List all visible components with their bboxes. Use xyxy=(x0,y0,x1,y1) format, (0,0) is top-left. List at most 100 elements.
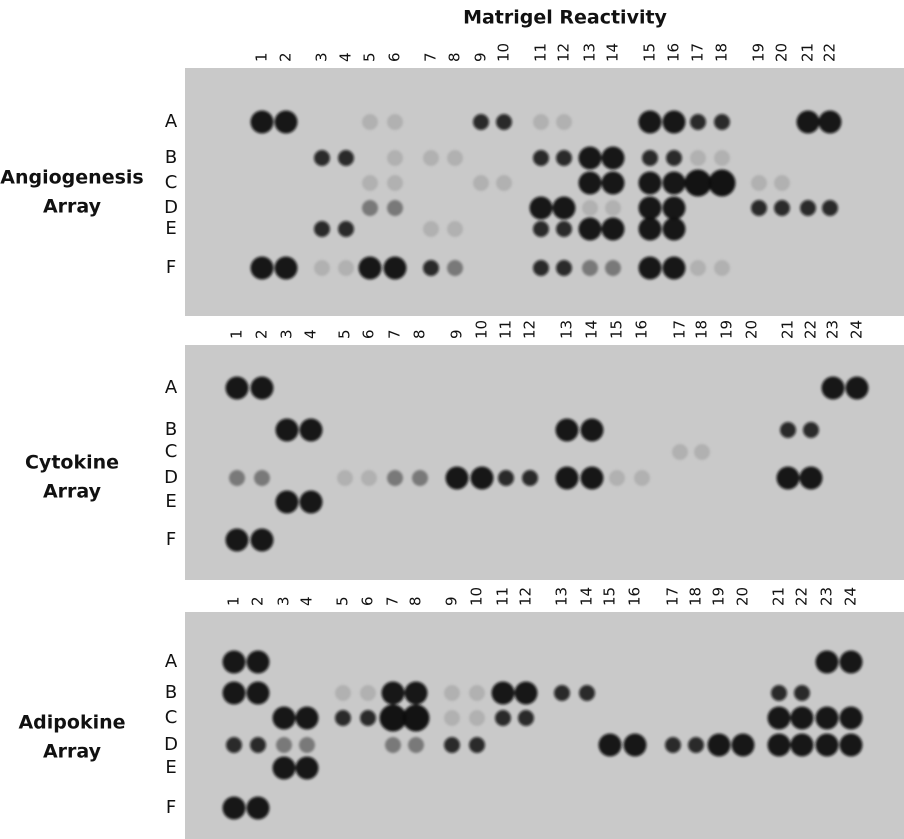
spot xyxy=(275,111,298,134)
column-number: 8 xyxy=(407,596,425,606)
column-number: 16 xyxy=(665,43,683,62)
spot xyxy=(605,200,621,216)
spot xyxy=(688,737,704,753)
spot xyxy=(446,467,469,490)
spot xyxy=(791,707,814,730)
column-number: 3 xyxy=(275,596,293,606)
spot xyxy=(663,257,686,280)
spot xyxy=(337,470,353,486)
column-number: 2 xyxy=(249,596,267,606)
spot xyxy=(387,114,403,130)
spot xyxy=(794,685,810,701)
spot xyxy=(254,470,270,486)
spot xyxy=(447,221,463,237)
column-number: 4 xyxy=(298,596,316,606)
spot xyxy=(800,467,823,490)
spot xyxy=(226,737,242,753)
column-number: 21 xyxy=(799,43,817,62)
column-number: 22 xyxy=(821,43,839,62)
spot xyxy=(602,218,625,241)
spot xyxy=(471,467,494,490)
spot xyxy=(840,734,863,757)
spot xyxy=(690,114,706,130)
spot xyxy=(579,147,602,170)
column-number: 12 xyxy=(517,587,535,606)
spot xyxy=(226,529,249,552)
column-number: 7 xyxy=(422,52,440,62)
panel-label: Cytokine xyxy=(25,452,119,474)
spot xyxy=(223,682,246,705)
column-number: 17 xyxy=(671,320,689,339)
spot xyxy=(582,260,598,276)
column-number: 8 xyxy=(446,52,464,62)
spot xyxy=(599,734,622,757)
spot xyxy=(774,175,790,191)
column-number: 20 xyxy=(743,320,761,339)
row-letter: D xyxy=(164,467,178,488)
column-number: 19 xyxy=(718,320,736,339)
column-number: 6 xyxy=(359,596,377,606)
spot xyxy=(751,200,767,216)
spot xyxy=(533,221,549,237)
column-number: 1 xyxy=(225,596,243,606)
spot xyxy=(360,710,376,726)
spot xyxy=(473,175,489,191)
spot xyxy=(444,710,460,726)
column-number: 17 xyxy=(664,587,682,606)
spot xyxy=(492,682,515,705)
spot xyxy=(423,221,439,237)
spot xyxy=(582,200,598,216)
panel-label: Array xyxy=(43,196,102,218)
row-letter: D xyxy=(164,734,178,755)
spot xyxy=(709,170,736,197)
spot xyxy=(665,737,681,753)
column-number: 2 xyxy=(253,329,271,339)
column-number: 21 xyxy=(779,320,797,339)
column-number: 14 xyxy=(578,587,596,606)
column-number: 4 xyxy=(302,329,320,339)
spot xyxy=(515,682,538,705)
column-number: 10 xyxy=(468,587,486,606)
spot xyxy=(498,470,514,486)
spot xyxy=(533,260,549,276)
spot xyxy=(299,737,315,753)
spot xyxy=(387,470,403,486)
spot xyxy=(780,422,796,438)
row-letter: E xyxy=(165,757,176,778)
row-letter: F xyxy=(166,529,176,550)
column-number: 11 xyxy=(497,320,515,339)
spot xyxy=(362,175,378,191)
column-number: 9 xyxy=(443,596,461,606)
spot xyxy=(361,470,377,486)
spot xyxy=(634,470,650,486)
spot xyxy=(639,257,662,280)
spot xyxy=(335,710,351,726)
spot xyxy=(405,682,428,705)
spot xyxy=(556,150,572,166)
row-letter: C xyxy=(165,441,178,462)
spot xyxy=(530,197,553,220)
column-number: 11 xyxy=(532,43,550,62)
row-letter: B xyxy=(165,147,177,168)
spot xyxy=(714,150,730,166)
spot xyxy=(273,707,296,730)
column-number: 12 xyxy=(521,320,539,339)
spot xyxy=(496,175,512,191)
column-number: 10 xyxy=(473,320,491,339)
spot xyxy=(639,197,662,220)
column-number: 24 xyxy=(848,320,866,339)
spot xyxy=(382,682,405,705)
spot xyxy=(275,257,298,280)
spot xyxy=(250,737,266,753)
column-number: 21 xyxy=(770,587,788,606)
figure-title: Matrigel Reactivity xyxy=(463,7,667,29)
column-number: 6 xyxy=(360,329,378,339)
spot xyxy=(685,170,712,197)
spot xyxy=(579,172,602,195)
spot xyxy=(469,685,485,701)
spot xyxy=(714,260,730,276)
spot xyxy=(300,491,323,514)
column-number: 5 xyxy=(336,329,354,339)
spot xyxy=(296,757,319,780)
spot xyxy=(300,419,323,442)
